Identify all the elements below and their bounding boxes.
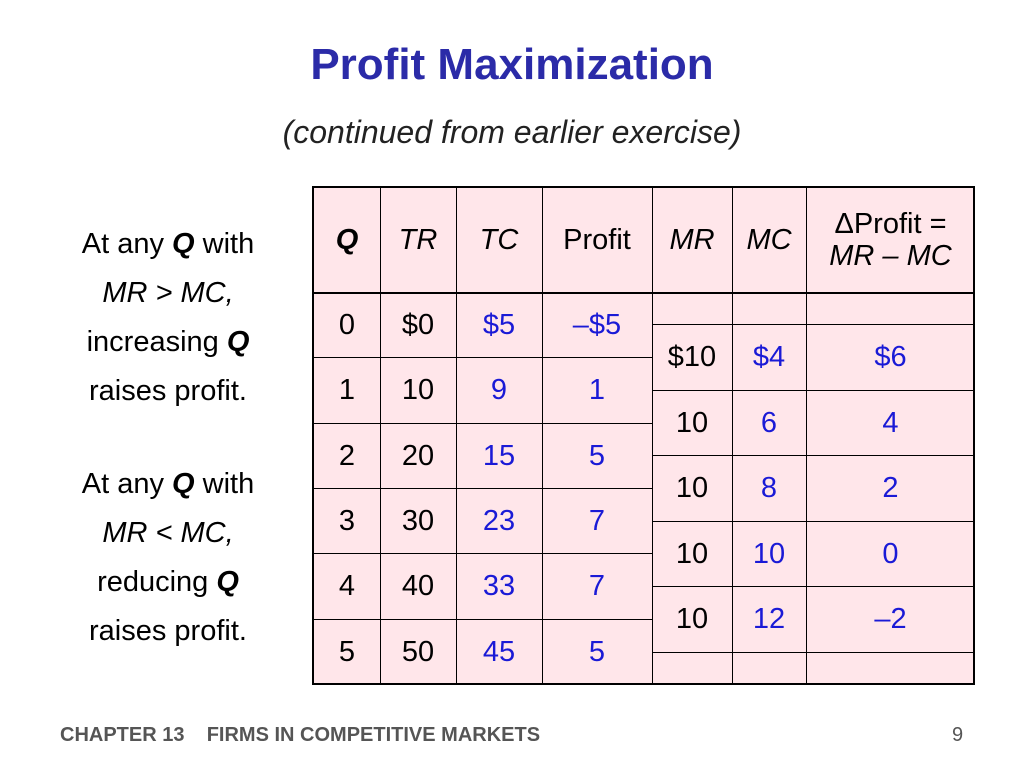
cell-tc: 33: [482, 570, 516, 602]
explanation-line: MR < MC,: [102, 517, 234, 549]
profit-table: Q TR TC Profit MR MC ΔProfit = MR – MC 0…: [312, 186, 975, 685]
cell-mr: 10: [675, 537, 709, 570]
explanation-reduce: At any Q with MR < MC, reducing Q raises…: [40, 460, 296, 656]
text-run: Q: [216, 566, 239, 598]
cell-q: 2: [338, 439, 356, 472]
table-divider: [314, 619, 652, 620]
table-divider: [314, 553, 652, 554]
header-mc: MC: [746, 224, 792, 256]
header-delta-profit-line1: ΔProfit =: [834, 208, 947, 240]
explanation-increase: At any Q with MR > MC, increasing Q rais…: [40, 220, 296, 416]
table-divider: [314, 357, 652, 358]
explanation-line: At any Q with: [40, 460, 296, 509]
text-run: with: [194, 468, 255, 500]
table-divider: [652, 652, 975, 653]
table-divider: [652, 188, 653, 685]
text-run: At any: [81, 228, 173, 260]
explanation-line: raises profit.: [89, 615, 247, 647]
cell-mr: 10: [675, 406, 709, 439]
header-delta-profit-line2: MR – MC: [829, 240, 952, 272]
cell-profit: 5: [588, 439, 606, 472]
text-run: with: [194, 228, 255, 260]
slide-title: Profit Maximization: [310, 40, 714, 89]
table-divider: [314, 292, 975, 294]
cell-profit: 7: [588, 504, 606, 537]
text-run: Q: [172, 468, 195, 500]
cell-mc: 8: [760, 472, 778, 504]
table-divider: [456, 188, 457, 685]
cell-tc: 45: [482, 636, 516, 668]
text-run: At any: [81, 468, 173, 500]
cell-mc: 10: [752, 537, 786, 570]
header-profit: Profit: [563, 224, 631, 256]
cell-delta-profit: 2: [882, 472, 899, 504]
cell-mc: 6: [760, 406, 778, 439]
header-tc: TC: [479, 224, 519, 256]
cell-mr: $10: [667, 341, 717, 373]
cell-tr: 10: [401, 374, 435, 406]
table-divider: [652, 521, 975, 522]
table-divider: [732, 188, 733, 685]
text-run: Q: [226, 326, 250, 358]
cell-q: 1: [338, 374, 356, 406]
cell-q: 0: [338, 308, 356, 341]
cell-q: 5: [338, 636, 356, 668]
cell-q: 4: [338, 570, 356, 602]
explanation-line: At any Q with: [40, 220, 296, 269]
cell-profit: –$5: [572, 308, 622, 341]
cell-delta-profit: 0: [882, 537, 899, 570]
table-divider: [652, 324, 975, 325]
page-number: 9: [952, 724, 964, 746]
cell-tr: $0: [401, 308, 435, 341]
text-run: Q: [172, 228, 195, 260]
table-divider: [542, 188, 543, 685]
cell-tr: 30: [401, 504, 435, 537]
cell-tc: 15: [482, 439, 516, 472]
table-divider: [314, 423, 652, 424]
explanation-line: MR > MC,: [102, 277, 234, 309]
cell-profit: 1: [588, 374, 606, 406]
cell-delta-profit: –2: [874, 603, 907, 635]
table-divider: [652, 390, 975, 391]
table-divider: [806, 188, 807, 685]
header-tr: TR: [398, 224, 438, 256]
explanation-line: reducing Q: [40, 558, 296, 607]
cell-tc: $5: [482, 308, 516, 341]
cell-q: 3: [338, 504, 356, 537]
footer-chapter: CHAPTER 13 FIRMS IN COMPETITIVE MARKETS: [60, 724, 541, 746]
header-mr: MR: [669, 224, 715, 256]
cell-profit: 5: [588, 636, 606, 668]
table-divider: [314, 488, 652, 489]
text-run: increasing: [86, 326, 227, 358]
cell-mr: 10: [675, 603, 709, 635]
header-delta-profit: ΔProfit = MR – MC: [806, 188, 975, 292]
cell-profit: 7: [588, 570, 606, 602]
table-divider: [380, 188, 381, 685]
cell-mr: 10: [675, 472, 709, 504]
cell-delta-profit: $6: [874, 341, 907, 373]
cell-mc: $4: [752, 341, 786, 373]
cell-delta-profit: 4: [882, 406, 899, 439]
explanation-line: increasing Q: [40, 318, 296, 367]
cell-tc: 23: [482, 504, 516, 537]
explanation-line: raises profit.: [89, 375, 247, 407]
cell-tr: 50: [401, 636, 435, 668]
slide-subtitle: (continued from earlier exercise): [282, 114, 742, 150]
text-run: reducing: [97, 566, 217, 598]
cell-tc: 9: [490, 374, 508, 406]
cell-tr: 40: [401, 570, 435, 602]
cell-tr: 20: [401, 439, 435, 472]
table-divider: [652, 586, 975, 587]
cell-mc: 12: [752, 603, 786, 635]
table-divider: [652, 455, 975, 456]
header-q: Q: [335, 224, 359, 256]
